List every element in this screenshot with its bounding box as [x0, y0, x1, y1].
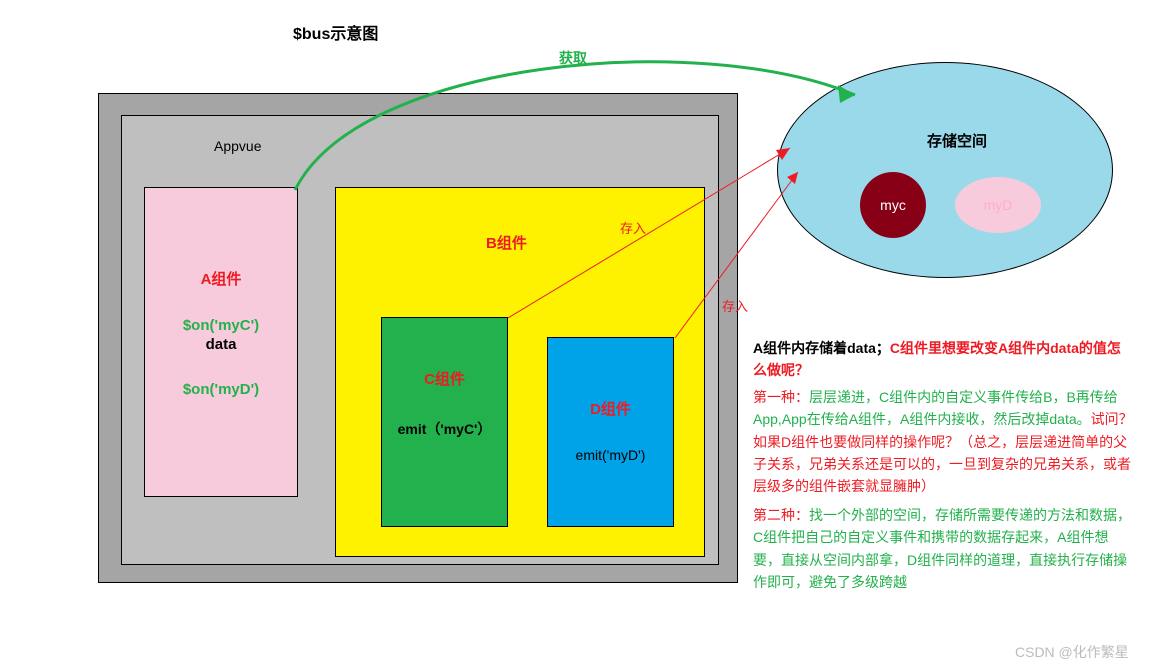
- a-on-myd: $on('myD'): [145, 381, 297, 398]
- c-title: C组件: [382, 368, 507, 389]
- put-label-1: 存入: [620, 218, 646, 237]
- c-emit: emit（'myC'）: [382, 419, 507, 439]
- storage-myc-circle: myc: [860, 172, 926, 238]
- b-title: B组件: [486, 232, 527, 253]
- diagram-title: $bus示意图: [293, 20, 378, 44]
- component-a-box: A组件 $on('myC') data $on('myD'): [144, 187, 298, 497]
- method1-label: 第一种：: [753, 389, 809, 405]
- storage-label: 存储空间: [927, 130, 987, 151]
- put-label-2: 存入: [722, 296, 748, 315]
- storage-myc-text: myc: [880, 197, 906, 213]
- method2-label: 第二种：: [753, 507, 809, 523]
- component-d-box: D组件 emit('myD'): [547, 337, 674, 527]
- get-label: 获取: [559, 48, 587, 68]
- d-title: D组件: [548, 398, 673, 419]
- watermark: CSDN @化作繁星: [1015, 642, 1129, 662]
- a-on-myc: $on('myC'): [145, 317, 297, 334]
- appvue-label: Appvue: [214, 138, 261, 154]
- a-data: data: [145, 336, 297, 353]
- storage-myd-circle: myD: [955, 177, 1041, 233]
- description-block: A组件内存储着data；C组件里想要改变A组件内data的值怎么做呢？ 第一种：…: [753, 337, 1133, 593]
- method2-green: 找一个外部的空间，存储所需要传递的方法和数据，C组件把自己的自定义事件和携带的数…: [753, 507, 1131, 590]
- storage-myd-text: myD: [984, 197, 1013, 213]
- component-c-box: C组件 emit（'myC'）: [381, 317, 508, 527]
- storage-ellipse: [777, 62, 1113, 278]
- question-black: A组件内存储着data；: [753, 340, 890, 356]
- d-emit: emit('myD'): [548, 447, 673, 463]
- a-title: A组件: [145, 268, 297, 289]
